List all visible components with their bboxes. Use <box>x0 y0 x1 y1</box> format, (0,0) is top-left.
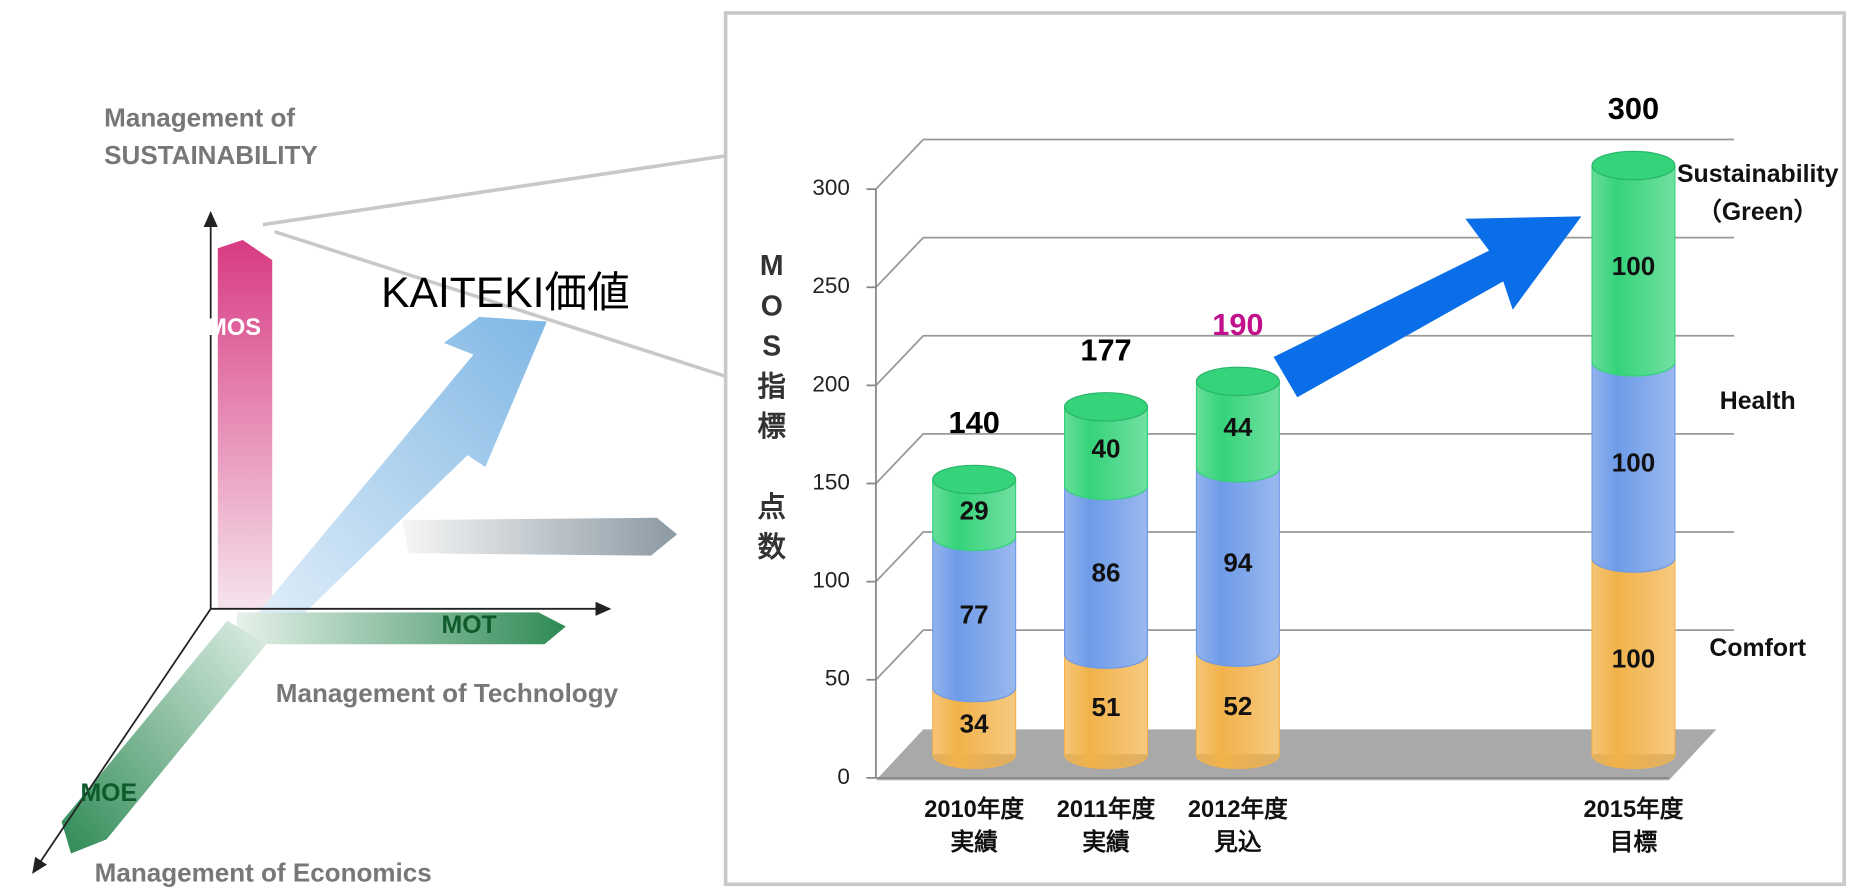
grid-line <box>875 531 1735 583</box>
total-label: 177 <box>1080 333 1131 368</box>
x-tick-label: 2015年度目標 <box>1584 795 1684 856</box>
axis <box>32 608 212 874</box>
bar-cap <box>1064 392 1149 422</box>
chart-frame <box>723 11 1846 887</box>
y-tick-label: 200 <box>812 371 850 396</box>
legend-label: Sustainability （Green） <box>1677 161 1839 226</box>
y-tick-label: 300 <box>812 175 850 200</box>
bar-segment-group <box>1064 654 1149 769</box>
bar-segment-group <box>1591 557 1676 769</box>
y-axis-label: M O S 指標 点数 <box>758 250 787 563</box>
y-tick-label: 50 <box>825 666 850 691</box>
value-label: 100 <box>1612 447 1655 477</box>
grid-line <box>875 629 1735 681</box>
value-label: 94 <box>1223 548 1252 578</box>
bar-segment-group <box>1064 485 1149 669</box>
value-label: 44 <box>1223 412 1252 442</box>
bar-segment-group <box>1195 381 1280 483</box>
bar-cap <box>932 464 1017 495</box>
kaiteki-slab <box>236 316 547 645</box>
mot-label: MOT <box>442 612 497 639</box>
value-label: 86 <box>1092 557 1121 587</box>
total-label: 140 <box>948 405 999 440</box>
bar-segment-group <box>1195 467 1280 667</box>
growth-arrow <box>1273 216 1582 398</box>
value-label: 40 <box>1092 434 1121 464</box>
moe-label: MOE <box>80 780 137 807</box>
grid-line <box>875 432 1735 485</box>
total-label: 300 <box>1608 91 1659 126</box>
value-label: 51 <box>1092 692 1121 722</box>
value-label: 29 <box>960 496 989 526</box>
grid-line <box>875 334 1735 387</box>
sustainability-label: Management of SUSTAINABILITY <box>104 102 318 170</box>
x-tick-label: 2010年度実績 <box>924 795 1024 856</box>
callout-line <box>262 154 725 378</box>
bar-segment-group <box>1195 652 1280 769</box>
bar-segment-group <box>1591 361 1676 573</box>
value-label: 100 <box>1612 644 1655 674</box>
value-label: 100 <box>1612 251 1655 281</box>
legend-label: Health <box>1720 388 1796 415</box>
value-label: 34 <box>960 708 989 738</box>
mos-label: MOS <box>207 315 261 341</box>
grid-line <box>875 138 1735 190</box>
mot-bar <box>236 612 566 645</box>
y-tick-label: 150 <box>812 469 850 494</box>
bar-cap <box>1591 150 1676 181</box>
y-tick-label: 100 <box>812 568 850 593</box>
grid-line <box>875 236 1735 288</box>
bar-segment-group <box>1591 165 1676 377</box>
bar-segment-group <box>932 536 1017 703</box>
x-tick-label: 2011年度実績 <box>1057 795 1156 856</box>
total-label: 190 <box>1212 307 1263 342</box>
technology-label: Management of Technology <box>276 678 619 708</box>
y-tick-label: 0 <box>837 764 850 789</box>
legend-label: Comfort <box>1709 635 1806 662</box>
center-label: KAITEKI価値 <box>381 269 630 317</box>
y-tick-label: 250 <box>812 273 850 298</box>
x-tick-label: 2012年度見込 <box>1188 795 1288 856</box>
gray-slab <box>402 517 678 556</box>
diagram: Management of SUSTAINABILITY KAITEKI価値 MO… <box>32 102 725 888</box>
moe-bar <box>61 620 267 854</box>
value-label: 52 <box>1223 691 1252 721</box>
chart: 0 50 100 150 200 250 300 M O S 指標 点数 Comfort Health S… <box>758 91 1839 856</box>
economics-label: Management of Economics <box>95 858 432 888</box>
bar-cap <box>1195 366 1280 397</box>
value-label: 77 <box>960 600 989 630</box>
mos-bar <box>217 239 273 609</box>
